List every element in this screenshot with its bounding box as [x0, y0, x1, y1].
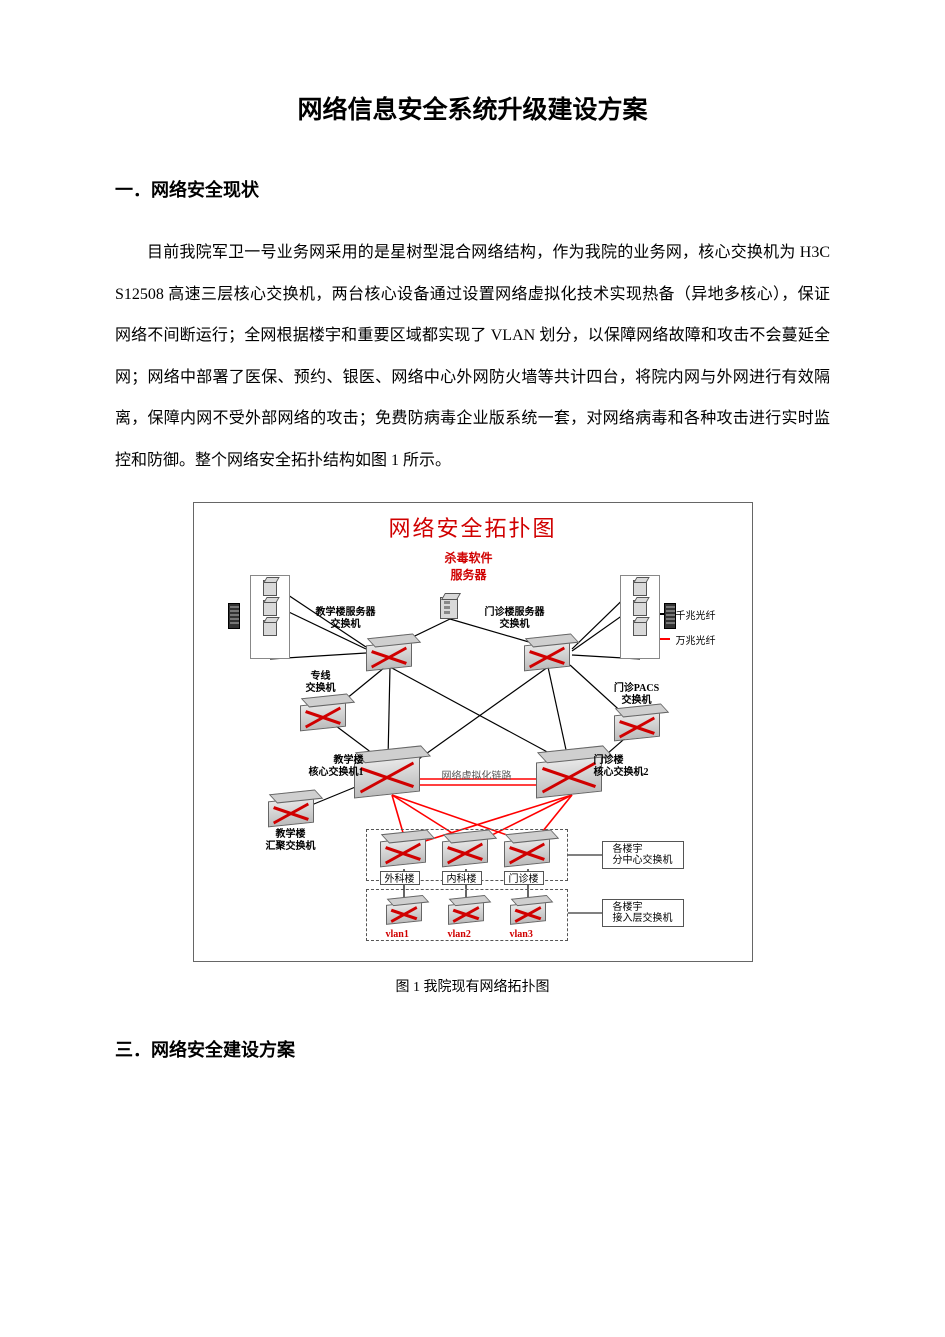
vlan-label-1: vlan1 — [386, 929, 409, 941]
label-teach-agg: 教学楼汇聚交换机 — [256, 829, 326, 853]
switch-teach-server — [366, 640, 412, 671]
switch-subcenter-3 — [504, 836, 550, 867]
dept-box-1: 外科楼 — [380, 871, 420, 885]
server-icon — [263, 580, 277, 596]
label-teach-srv-sw: 教学楼服务器交换机 — [316, 607, 376, 631]
label-core1: 教学楼核心交换机1 — [298, 755, 364, 779]
av-server-icon — [440, 597, 458, 619]
access-desc-text: 各楼宇接入层交换机 — [613, 902, 673, 924]
section-3-heading: 三．网络安全建设方案 — [115, 1036, 830, 1062]
av-server-label: 杀毒软件 服务器 — [424, 549, 514, 583]
core-switch-2 — [536, 755, 602, 798]
section-1-heading: 一．网络安全现状 — [115, 176, 830, 202]
server-icon — [263, 600, 277, 616]
label-clinic-srv-sw: 门诊楼服务器交换机 — [480, 607, 550, 631]
network-topology-diagram: 网络安全拓扑图 杀毒软件 服务器 千兆光纤 万兆光纤 — [193, 502, 753, 962]
label-pacs-sw: 门诊PACS交换机 — [604, 683, 670, 707]
subcenter-desc-box: 各楼宇分中心交换机 — [602, 841, 684, 869]
server-icon — [633, 620, 647, 636]
label-special-sw: 专线交换机 — [296, 671, 346, 695]
dept-box-2: 内科楼 — [442, 871, 482, 885]
switch-access-3 — [510, 901, 546, 925]
label-core2: 门诊楼核心交换机2 — [594, 755, 660, 779]
diagram-title: 网络安全拓扑图 — [194, 511, 752, 543]
switch-access-2 — [448, 901, 484, 925]
switch-clinic-pacs — [614, 710, 660, 741]
dept-box-3: 门诊楼 — [504, 871, 544, 885]
server-icon — [633, 580, 647, 596]
paragraph-1: 目前我院军卫一号业务网采用的是星树型混合网络结构，作为我院的业务网，核心交换机为… — [115, 232, 830, 482]
legend-label-1: 千兆光纤 — [676, 607, 716, 622]
server-icon — [633, 600, 647, 616]
server-icon — [263, 620, 277, 636]
figure-1-caption: 图 1 我院现有网络拓扑图 — [115, 976, 830, 996]
switch-teach-agg — [268, 796, 314, 827]
server-group-left — [250, 575, 290, 659]
rack-icon — [664, 603, 676, 629]
vlan-label-2: vlan2 — [448, 929, 471, 941]
server-group-right — [620, 575, 660, 659]
switch-clinic-server — [524, 640, 570, 671]
figure-1: 网络安全拓扑图 杀毒软件 服务器 千兆光纤 万兆光纤 — [193, 502, 753, 962]
switch-special-line — [300, 700, 346, 731]
subcenter-desc-text: 各楼宇分中心交换机 — [613, 844, 673, 866]
vlan-label-3: vlan3 — [510, 929, 533, 941]
legend-label-2: 万兆光纤 — [676, 632, 716, 647]
switch-access-1 — [386, 901, 422, 925]
label-virtual-link: 网络虚拟化链路 — [442, 767, 512, 782]
switch-subcenter-1 — [380, 836, 426, 867]
access-desc-box: 各楼宇接入层交换机 — [602, 899, 684, 927]
rack-icon — [228, 603, 240, 629]
av-label-line2: 服务器 — [450, 568, 486, 582]
document-page: 网络信息安全系统升级建设方案 一．网络安全现状 目前我院军卫一号业务网采用的是星… — [0, 0, 945, 1337]
document-title: 网络信息安全系统升级建设方案 — [115, 90, 830, 126]
switch-subcenter-2 — [442, 836, 488, 867]
av-label-line1: 杀毒软件 — [444, 551, 492, 565]
